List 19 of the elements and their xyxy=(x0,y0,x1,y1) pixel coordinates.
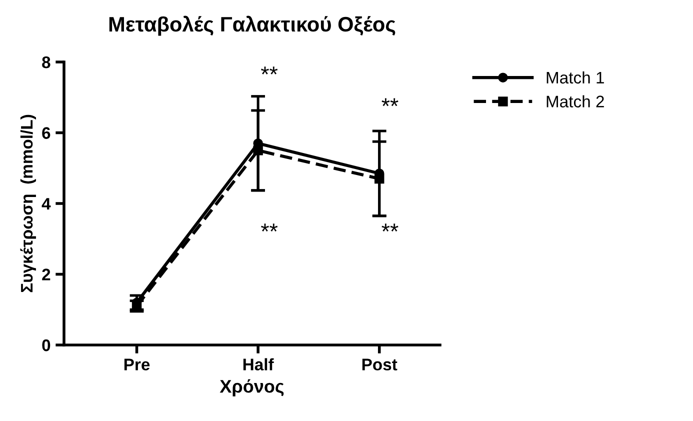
y-tick-label: 0 xyxy=(42,339,50,352)
legend-label: Match 2 xyxy=(546,95,604,108)
y-tick-label: 6 xyxy=(42,127,50,139)
point xyxy=(253,146,263,156)
point xyxy=(374,174,384,184)
x-tick-label: Post xyxy=(362,358,398,370)
y-tick-label: 4 xyxy=(42,198,51,210)
chart-title: Μεταβολές Γαλακτικού Οξέος xyxy=(109,16,396,36)
annotation: ** xyxy=(261,66,278,74)
annotation: ** xyxy=(382,224,398,232)
y-tick-label: 8 xyxy=(42,56,50,68)
legend-label: Match 1 xyxy=(546,71,604,84)
y-axis-title: Συγκέτρωση (mmol/L) xyxy=(20,114,36,292)
annotation: ** xyxy=(261,224,278,232)
x-tick-label: Pre xyxy=(124,358,150,370)
annotation: ** xyxy=(382,98,398,106)
y-tick-label: 2 xyxy=(42,268,50,280)
x-tick-label: Half xyxy=(243,358,274,370)
x-axis-title: Χρόνος xyxy=(220,379,284,396)
